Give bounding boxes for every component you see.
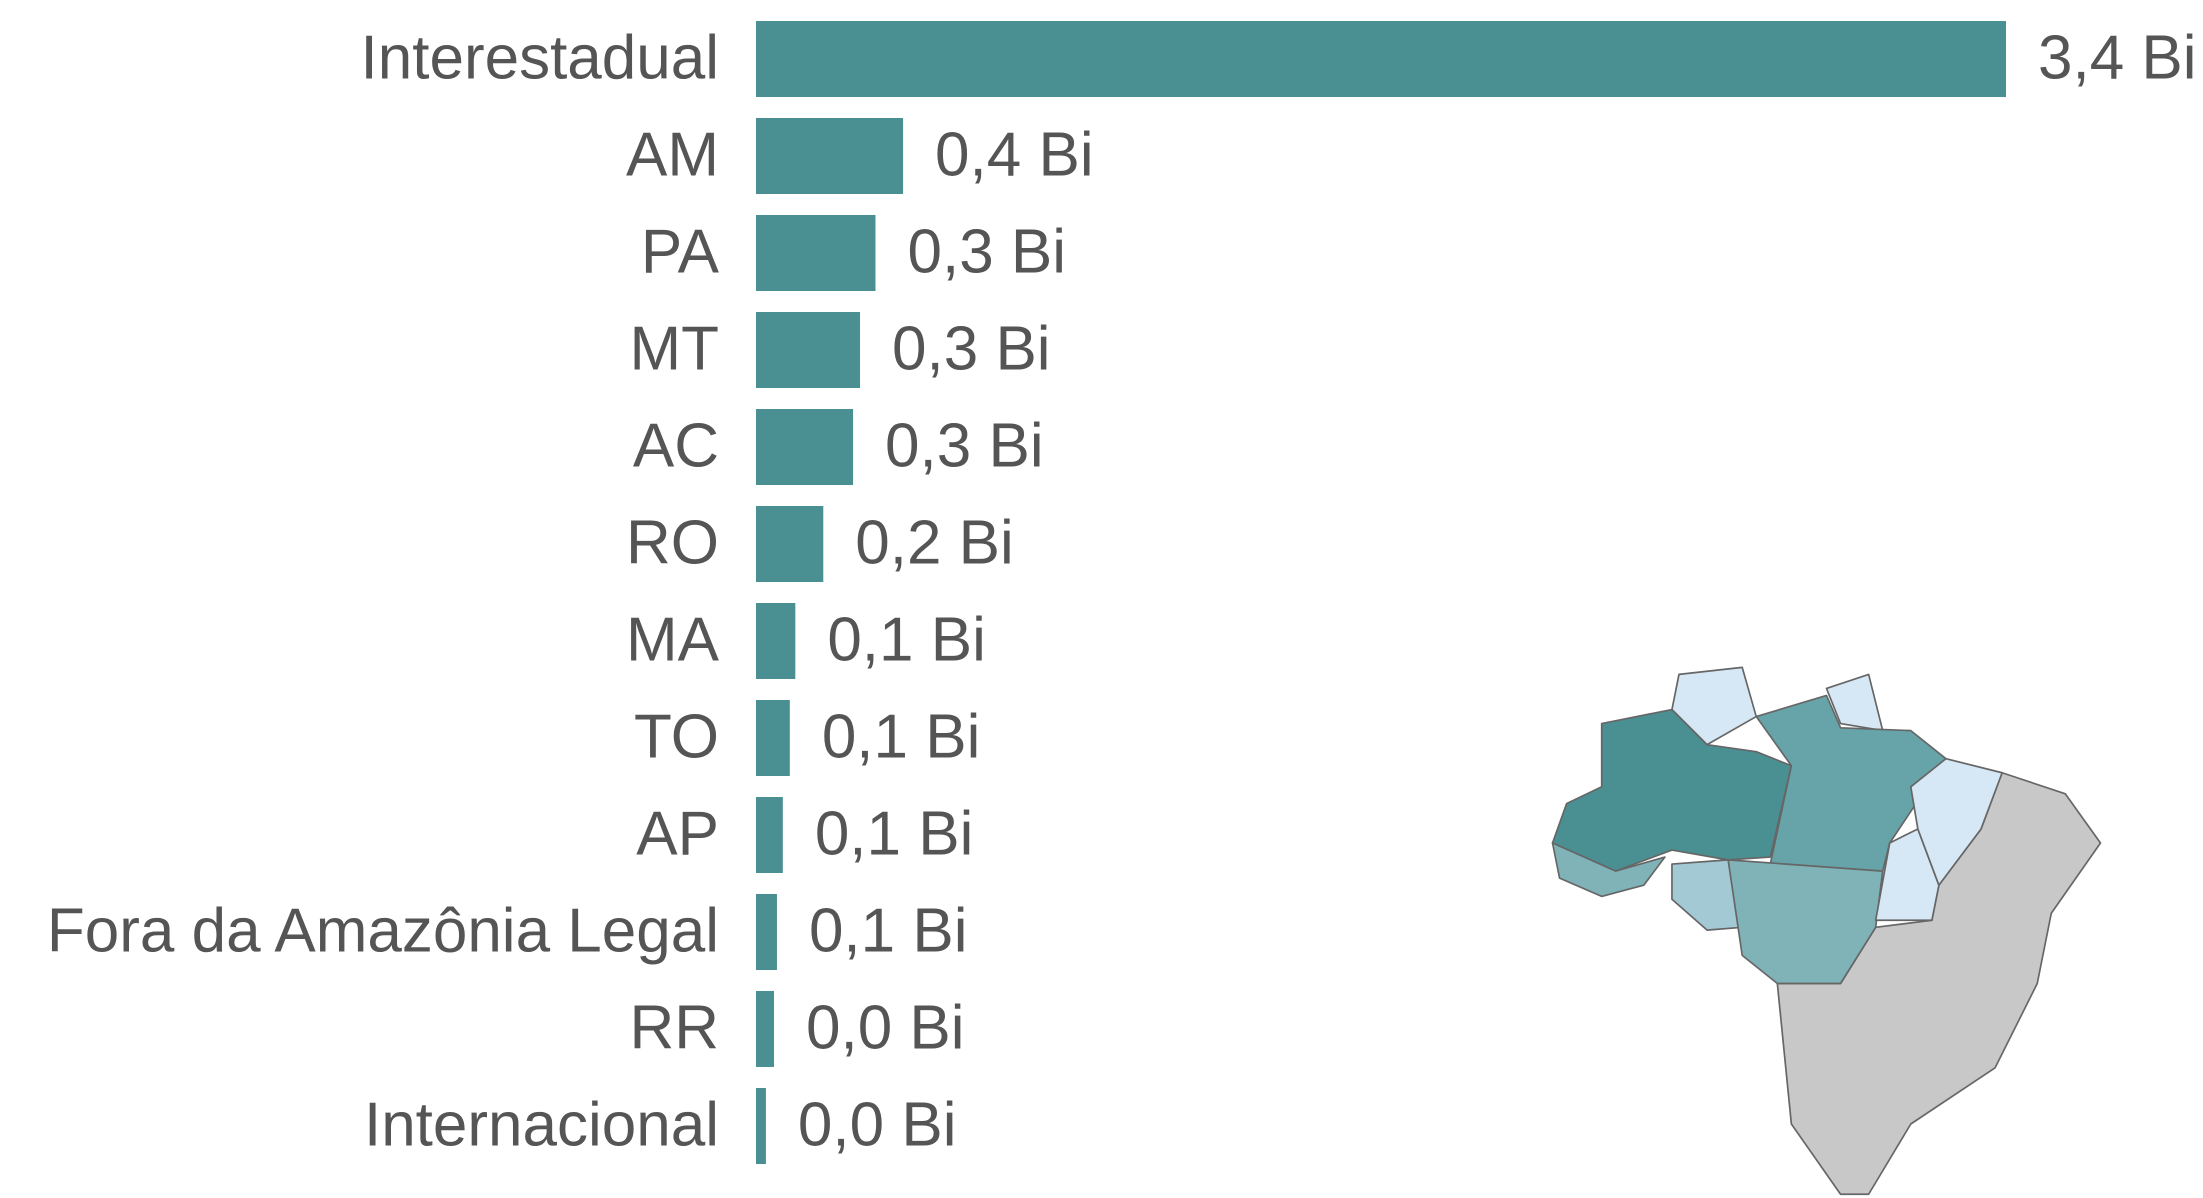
category-label: MA bbox=[626, 605, 720, 674]
bar bbox=[756, 797, 783, 873]
map-region bbox=[1909, 757, 2003, 886]
category-label: Interestadual bbox=[361, 23, 719, 92]
bar bbox=[756, 312, 861, 388]
category-label: RR bbox=[629, 993, 719, 1062]
value-label: 0,2 Bi bbox=[855, 508, 1014, 577]
bar bbox=[756, 991, 775, 1067]
value-label: 0,1 Bi bbox=[827, 605, 986, 674]
map-region bbox=[1874, 828, 1940, 922]
bar bbox=[756, 700, 790, 776]
bar bbox=[756, 215, 876, 291]
category-label: PA bbox=[641, 217, 720, 286]
value-label: 0,4 Bi bbox=[935, 120, 1094, 189]
map-region bbox=[1727, 859, 1884, 985]
value-label: 0,0 Bi bbox=[798, 1090, 957, 1159]
bar bbox=[756, 21, 2006, 97]
value-label: 0,3 Bi bbox=[892, 314, 1051, 383]
value-label: 3,4 Bi bbox=[2038, 23, 2197, 92]
category-label: AM bbox=[626, 120, 719, 189]
category-label: Fora da Amazônia Legal bbox=[47, 896, 719, 965]
map-region bbox=[1671, 666, 1758, 746]
category-label: AC bbox=[633, 411, 719, 480]
value-label: 0,0 Bi bbox=[806, 993, 965, 1062]
category-label: AP bbox=[636, 799, 719, 868]
value-label: 0,1 Bi bbox=[815, 799, 974, 868]
value-label: 0,1 Bi bbox=[822, 702, 981, 771]
bar bbox=[756, 118, 904, 194]
value-label: 0,3 Bi bbox=[885, 411, 1044, 480]
bar bbox=[756, 506, 824, 582]
bar bbox=[756, 409, 854, 485]
bar bbox=[756, 1088, 766, 1164]
category-label: MT bbox=[629, 314, 719, 383]
map-region bbox=[1551, 708, 1793, 872]
bar bbox=[756, 603, 796, 679]
map-region bbox=[1671, 859, 1744, 931]
category-label: RO bbox=[626, 508, 719, 577]
value-label: 0,1 Bi bbox=[809, 896, 968, 965]
map-region bbox=[1551, 842, 1666, 898]
category-label: TO bbox=[634, 702, 719, 771]
category-label: Internacional bbox=[364, 1090, 719, 1159]
brazil-map bbox=[1551, 666, 2102, 1196]
value-label: 0,3 Bi bbox=[907, 217, 1066, 286]
bar bbox=[756, 894, 777, 970]
